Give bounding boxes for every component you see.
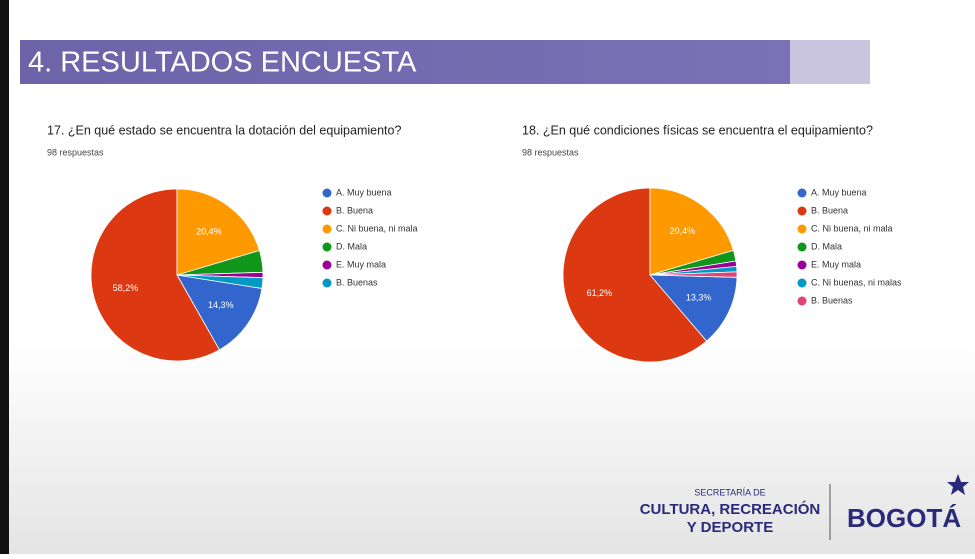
chart-subtitle: 98 respuestas [522, 147, 579, 157]
legend-label: C. Ni buena, ni mala [811, 223, 893, 233]
legend-label: E. Muy mala [336, 259, 386, 269]
slice-label: 20,4% [670, 226, 696, 236]
pie-slice [90, 188, 220, 362]
legend-swatch [797, 188, 807, 198]
slice-label: 61,2% [587, 288, 613, 298]
slice-label: 14,3% [208, 300, 234, 310]
legend-swatch [797, 278, 807, 288]
legend-swatch [322, 224, 332, 234]
legend-swatch [322, 260, 332, 270]
pie-slice [176, 188, 260, 276]
slice-label: 13,3% [686, 293, 712, 303]
legend-swatch [797, 296, 807, 306]
legend-swatch [322, 188, 332, 198]
pie-slice [649, 271, 738, 278]
legend-label: B. Buena [336, 205, 373, 215]
legend-swatch [797, 260, 807, 270]
logo: SECRETARÍA DE CULTURA, RECREACIÓN Y DEPO… [640, 474, 969, 540]
pie-slice [176, 274, 264, 289]
pie-slice [649, 274, 738, 342]
pie-slice [649, 187, 734, 276]
legend-swatch [322, 242, 332, 252]
legend-label: C. Ni buena, ni mala [336, 223, 418, 233]
legend-swatch [797, 206, 807, 216]
legend-label: E. Muy mala [811, 259, 861, 269]
logo-line: CULTURA, RECREACIÓN [640, 500, 821, 518]
pie-slice [176, 274, 263, 351]
left-edge [0, 0, 9, 554]
legend-label: B. Buenas [336, 277, 378, 287]
legend-swatch [797, 242, 807, 252]
logo-brand: BOGOTÁ [847, 503, 961, 533]
title-bar [20, 40, 790, 84]
slice-label: 20,4% [196, 227, 222, 237]
legend-label: B. Buena [811, 205, 848, 215]
legend-swatch [322, 278, 332, 288]
logo-line: SECRETARÍA DE [694, 487, 765, 497]
logo-star [947, 474, 969, 495]
legend-label: A. Muy buena [811, 187, 867, 197]
legend-swatch [322, 206, 332, 216]
pie-slice [562, 187, 708, 363]
slide-title: 4. RESULTADOS ENCUESTA [28, 47, 417, 79]
legend-label: C. Ni buenas, ni malas [811, 277, 902, 287]
legend-label: D. Mala [336, 241, 367, 251]
logo-line: Y DEPORTE [687, 519, 773, 536]
chart-subtitle: 98 respuestas [47, 147, 104, 157]
legend-swatch [797, 224, 807, 234]
chart-title: 18. ¿En qué condiciones físicas se encue… [522, 123, 873, 137]
chart-title: 17. ¿En qué estado se encuentra la dotac… [47, 123, 401, 137]
legend-label: A. Muy buena [336, 187, 392, 197]
legend-label: B. Buenas [811, 295, 853, 305]
legend-label: D. Mala [811, 241, 842, 251]
slice-label: 58,2% [113, 283, 139, 293]
